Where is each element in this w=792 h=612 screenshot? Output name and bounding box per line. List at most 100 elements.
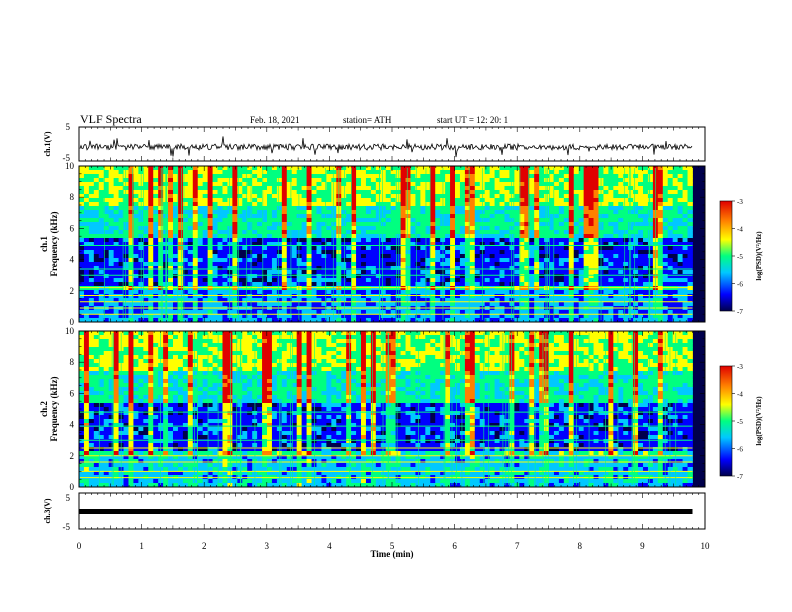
spectrogram-cell — [583, 186, 589, 191]
spectrogram-cell — [588, 258, 594, 263]
spectrogram-cell — [499, 270, 505, 275]
spectrogram-cell — [400, 282, 406, 287]
spectrogram-cell — [331, 258, 337, 263]
spectrogram-cell — [118, 174, 124, 179]
spectrogram-cell — [672, 198, 679, 203]
spectrogram-cell — [173, 318, 179, 323]
spectrogram-cell — [662, 230, 669, 235]
spectrogram-cell — [524, 170, 530, 175]
spectrogram-cell — [93, 166, 100, 171]
spectrogram-cell — [672, 210, 679, 215]
spectrogram-cell — [395, 278, 401, 283]
spectrogram-cell — [118, 318, 124, 323]
spectrogram-cell — [326, 190, 332, 195]
spectrogram-cell — [578, 182, 585, 187]
spectrogram-cell — [682, 254, 688, 259]
spectrogram-cell — [593, 290, 599, 295]
spectrogram-cell — [182, 202, 189, 207]
spectrogram-cell — [311, 178, 317, 183]
spectrogram-cell — [647, 266, 654, 271]
spectrogram-cell — [608, 170, 614, 175]
spectrogram-cell — [242, 174, 248, 179]
spectrogram-cell — [79, 166, 85, 171]
spectrogram-cell — [262, 222, 268, 227]
spectrogram-cell — [182, 290, 189, 295]
spectrogram-cell — [222, 250, 228, 255]
spectrogram-cell — [351, 206, 357, 211]
spectrogram-cell — [242, 246, 248, 251]
spectrogram-cell — [118, 214, 124, 219]
spectrogram-cell — [148, 178, 154, 183]
spectrogram-cell — [331, 166, 337, 171]
spectrogram-cell — [425, 246, 431, 251]
spectrogram-cell — [534, 258, 540, 263]
spectrogram-cell — [326, 314, 332, 319]
spectrogram-cell — [123, 302, 129, 307]
spectrogram-cell — [608, 238, 614, 243]
spectrogram-cell — [682, 282, 688, 287]
spectrogram-cell — [484, 182, 491, 187]
spectrogram-cell — [509, 166, 515, 171]
spectrogram-cell — [549, 286, 555, 291]
spectrogram-cell — [108, 178, 115, 183]
spectrogram-cell — [489, 286, 495, 291]
spectrogram-cell — [420, 246, 426, 251]
spectrogram-cell — [232, 314, 238, 319]
spectrogram-cell — [356, 170, 362, 175]
spectrogram-cell — [356, 214, 362, 219]
spectrogram-cell — [207, 310, 213, 315]
spectrogram-cell — [613, 266, 619, 271]
spectrogram-cell — [153, 246, 159, 251]
spectrogram-cell — [410, 174, 416, 179]
spectrogram-cell — [568, 182, 575, 187]
spectrogram-cell — [286, 226, 293, 231]
spectrogram-cell — [321, 202, 327, 207]
spectrogram-cell — [578, 202, 585, 207]
spectrogram-cell — [647, 190, 654, 195]
spectrogram-cell — [539, 206, 545, 211]
spectrogram-cell — [93, 302, 100, 307]
spectrogram-cell — [346, 274, 352, 279]
spectrogram-cell — [79, 230, 85, 235]
spectrogram-cell — [217, 190, 223, 195]
spectrogram-cell — [618, 290, 624, 295]
spectrogram-cell — [207, 290, 213, 295]
spectrogram-cell — [667, 282, 674, 287]
spectrogram-cell — [311, 290, 317, 295]
spectrogram-cell — [346, 226, 352, 231]
spectrogram-cell — [514, 314, 520, 319]
spectrogram-cell — [613, 202, 619, 207]
spectrogram-cell — [489, 254, 495, 259]
spectrogram-cell — [182, 242, 189, 247]
spectrogram-cell — [667, 214, 674, 219]
spectrogram-cell — [123, 314, 129, 319]
spectrogram-cell — [549, 190, 555, 195]
spectrogram-cell — [118, 250, 124, 255]
spectrogram-cell — [321, 210, 327, 215]
spectrogram-cell — [237, 182, 243, 187]
spectrogram-cell — [148, 186, 154, 191]
spectrogram-cell — [262, 214, 268, 219]
spectrogram-cell — [677, 190, 683, 195]
spectrogram-cell — [88, 274, 95, 279]
spectrogram-cell — [311, 274, 317, 279]
spectrogram-cell — [494, 238, 500, 243]
spectrogram-cell — [247, 238, 253, 243]
spectrogram-cell — [222, 218, 228, 223]
spectrogram-cell — [247, 222, 253, 227]
spectrogram-cell — [281, 242, 288, 247]
spectrogram-cell — [430, 294, 436, 299]
spectrogram-cell — [524, 310, 530, 315]
spectrogram-cell — [227, 194, 233, 199]
spectrogram-cell — [623, 170, 629, 175]
spectrogram-cell — [484, 254, 491, 259]
spectrogram-cell — [529, 182, 535, 187]
spectrogram-cell — [267, 254, 273, 259]
spectrogram-cell — [638, 222, 644, 227]
spectrogram-cell — [267, 286, 273, 291]
spectrogram-cell — [177, 298, 184, 303]
spectrogram-cell — [405, 202, 411, 207]
spectrogram-cell — [267, 210, 273, 215]
spectrogram-cell — [311, 206, 317, 211]
spectrogram-cell — [613, 270, 619, 275]
